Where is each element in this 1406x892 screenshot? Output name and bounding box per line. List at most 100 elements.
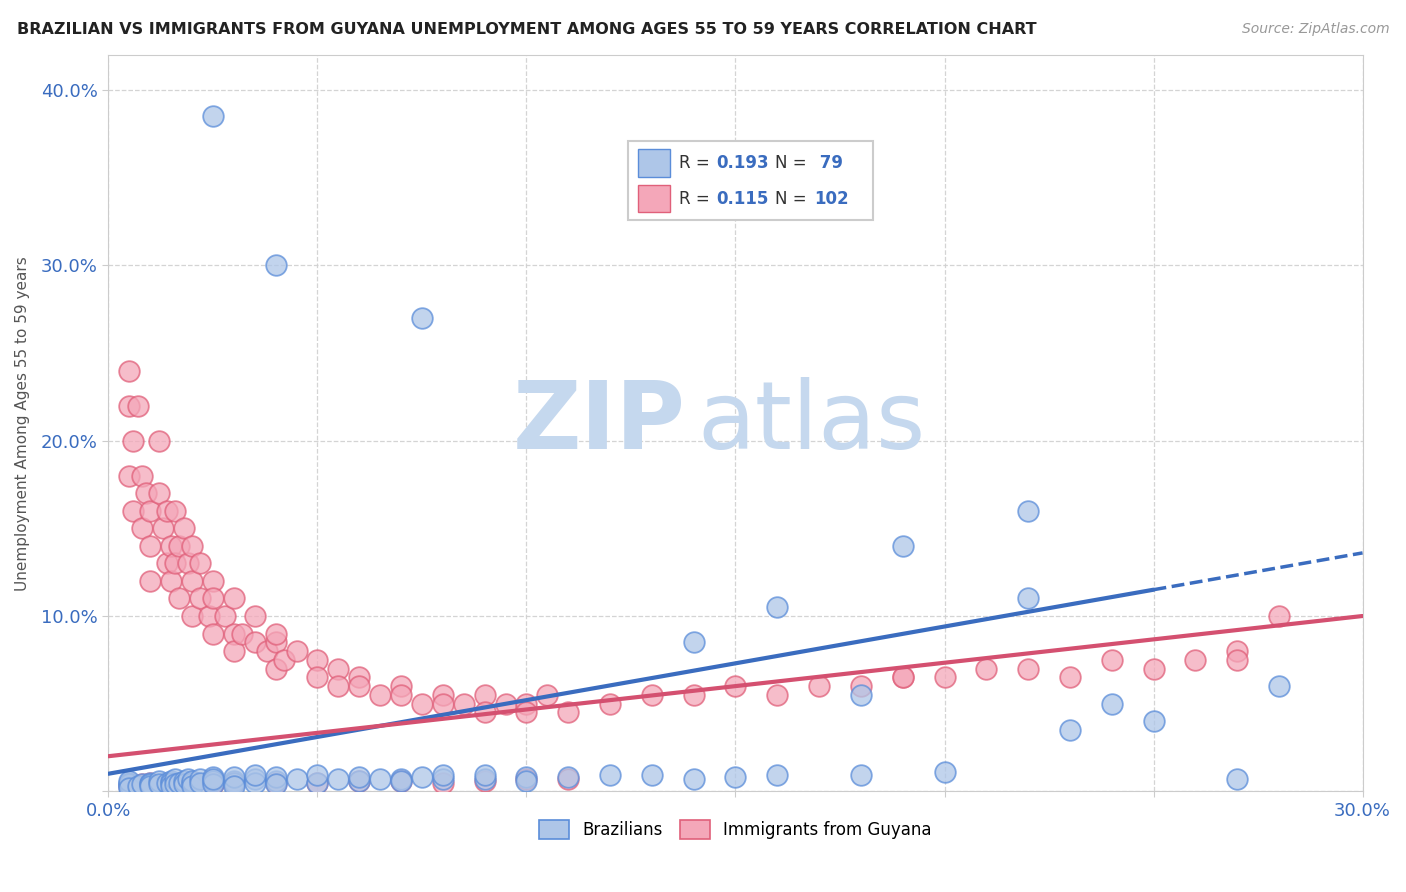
Point [139, 775, 162, 789]
Point [190, 775, 212, 789]
Point [264, 777, 287, 791]
Point [127, 399, 149, 413]
Point [118, 468, 141, 483]
Point [160, 777, 183, 791]
Point [389, 688, 412, 702]
Point [201, 775, 224, 789]
Point [139, 539, 162, 553]
Point [724, 770, 747, 784]
Point [118, 780, 141, 795]
Point [264, 635, 287, 649]
Point [148, 434, 170, 448]
Point [156, 504, 179, 518]
Point [1226, 653, 1249, 667]
Point [557, 772, 579, 786]
Point [307, 775, 329, 789]
Point [243, 772, 266, 786]
Point [1268, 679, 1291, 693]
Point [307, 670, 329, 684]
Point [165, 557, 187, 571]
Point [160, 539, 183, 553]
Point [201, 773, 224, 788]
Point [849, 768, 872, 782]
Point [222, 626, 245, 640]
Point [181, 775, 204, 789]
Point [349, 670, 371, 684]
Point [181, 779, 204, 793]
Point [641, 688, 664, 702]
Point [934, 670, 956, 684]
Point [169, 775, 191, 789]
Bar [638, 149, 669, 177]
Point [231, 626, 253, 640]
Point [152, 521, 174, 535]
Point [515, 706, 537, 720]
Point [1101, 653, 1123, 667]
Point [1017, 662, 1039, 676]
Point [264, 775, 287, 789]
Point [432, 775, 454, 789]
Point [368, 772, 391, 786]
Point [156, 557, 179, 571]
Point [349, 773, 371, 788]
Point [349, 770, 371, 784]
Point [201, 772, 224, 786]
Text: Source: ZipAtlas.com: Source: ZipAtlas.com [1241, 22, 1389, 37]
Text: 0.193: 0.193 [716, 154, 769, 172]
Point [165, 777, 187, 791]
Point [515, 773, 537, 788]
Point [328, 662, 350, 676]
Text: ZIP: ZIP [512, 377, 685, 469]
Point [118, 779, 141, 793]
Point [389, 679, 412, 693]
Point [1184, 653, 1206, 667]
Point [181, 574, 204, 588]
Point [264, 662, 287, 676]
Point [201, 591, 224, 606]
Text: BRAZILIAN VS IMMIGRANTS FROM GUYANA UNEMPLOYMENT AMONG AGES 55 TO 59 YEARS CORRE: BRAZILIAN VS IMMIGRANTS FROM GUYANA UNEM… [17, 22, 1036, 37]
Point [1017, 591, 1039, 606]
Point [181, 609, 204, 624]
Point [599, 768, 621, 782]
Point [173, 777, 195, 791]
Point [328, 772, 350, 786]
Point [515, 697, 537, 711]
Point [135, 486, 157, 500]
Point [160, 775, 183, 789]
Point [849, 688, 872, 702]
Point [165, 504, 187, 518]
Point [222, 644, 245, 658]
Point [201, 574, 224, 588]
Point [118, 777, 141, 791]
Point [474, 688, 496, 702]
Point [349, 773, 371, 788]
Point [682, 635, 704, 649]
Point [181, 775, 204, 789]
Point [139, 779, 162, 793]
Legend: Brazilians, Immigrants from Guyana: Brazilians, Immigrants from Guyana [533, 813, 938, 846]
Point [222, 591, 245, 606]
Point [177, 557, 200, 571]
Point [160, 574, 183, 588]
Point [766, 768, 789, 782]
Text: R =: R = [679, 154, 716, 172]
Point [599, 697, 621, 711]
Point [891, 539, 914, 553]
Point [724, 679, 747, 693]
Point [389, 772, 412, 786]
Point [432, 688, 454, 702]
Point [201, 777, 224, 791]
Point [264, 770, 287, 784]
Point [1226, 772, 1249, 786]
Point [891, 670, 914, 684]
Point [169, 539, 191, 553]
Point [243, 609, 266, 624]
Point [285, 644, 308, 658]
Point [432, 697, 454, 711]
Point [122, 434, 145, 448]
Point [118, 399, 141, 413]
Point [131, 468, 153, 483]
Point [197, 609, 219, 624]
Point [411, 770, 433, 784]
Point [515, 772, 537, 786]
